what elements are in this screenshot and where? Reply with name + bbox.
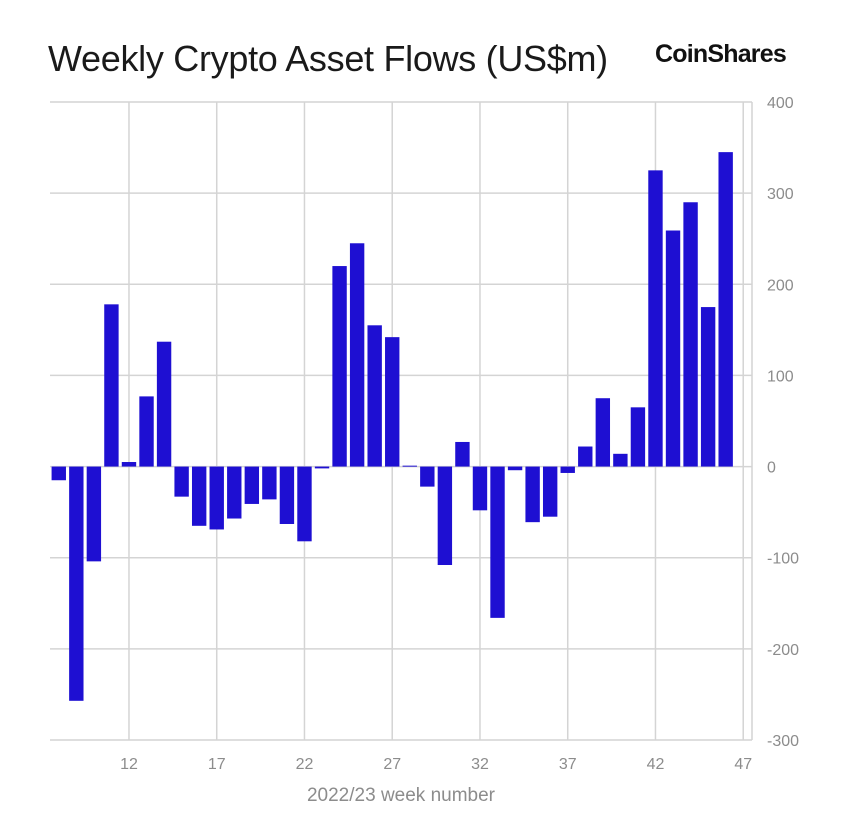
x-axis-title: 2022/23 week number <box>307 785 496 806</box>
bar-week-24 <box>332 266 347 467</box>
y-tick-label: 0 <box>767 460 776 477</box>
bar-week-37 <box>560 466 575 473</box>
bar-week-35 <box>525 466 540 523</box>
bar-week-46 <box>718 152 733 467</box>
bar-week-19 <box>244 466 260 504</box>
bar-week-42 <box>648 170 663 467</box>
y-tick-label: 400 <box>767 95 794 112</box>
bar-week-14 <box>156 341 172 467</box>
bar-week-11 <box>104 304 119 467</box>
bar-week-12 <box>121 462 137 467</box>
bar-week-36 <box>542 466 558 517</box>
bar-week-16 <box>191 466 207 526</box>
bar-week-29 <box>420 466 435 487</box>
bar-week-17 <box>209 466 224 530</box>
x-tick-label: 32 <box>471 756 489 773</box>
bar-week-33 <box>490 466 505 618</box>
x-tick-label: 12 <box>120 756 138 773</box>
x-tick-label: 17 <box>208 756 226 773</box>
bar-week-32 <box>472 466 488 511</box>
bar-week-34 <box>507 466 523 471</box>
x-tick-label: 22 <box>296 756 314 773</box>
y-tick-label: -300 <box>767 733 799 750</box>
x-tick-label: 37 <box>559 756 577 773</box>
bar-week-27 <box>385 337 400 467</box>
bar-week-45 <box>700 307 716 467</box>
bar-week-38 <box>578 446 593 467</box>
bar-week-20 <box>262 466 277 500</box>
x-tick-label: 42 <box>647 756 665 773</box>
y-tick-label: 300 <box>767 186 794 203</box>
chart-title: Weekly Crypto Asset Flows (US$m) <box>48 38 608 79</box>
bar-week-44 <box>683 202 698 467</box>
bar-week-21 <box>279 466 295 524</box>
bar-week-18 <box>227 466 242 519</box>
bar-week-26 <box>367 325 382 467</box>
bar-week-41 <box>630 407 646 467</box>
bar-week-39 <box>595 398 611 467</box>
y-tick-label: -100 <box>767 551 799 568</box>
bar-week-31 <box>455 441 470 467</box>
bar-week-22 <box>297 466 312 542</box>
bar-week-9 <box>69 466 84 701</box>
coinshares-logo: CoinShares <box>655 40 787 68</box>
x-tick-label: 47 <box>734 756 752 773</box>
bar-week-15 <box>174 466 189 497</box>
y-tick-label: 100 <box>767 368 794 385</box>
bar-week-30 <box>437 466 453 566</box>
y-tick-label: 200 <box>767 277 794 294</box>
bar-week-10 <box>86 466 102 562</box>
bar-week-8 <box>51 466 66 481</box>
bar-week-25 <box>349 243 365 467</box>
y-tick-label: -200 <box>767 642 799 659</box>
bar-week-40 <box>613 453 628 467</box>
bar-week-43 <box>665 230 681 467</box>
bar-week-28 <box>402 465 417 467</box>
bar-week-23 <box>314 466 330 469</box>
bar-week-13 <box>139 396 154 467</box>
x-tick-label: 27 <box>383 756 401 773</box>
